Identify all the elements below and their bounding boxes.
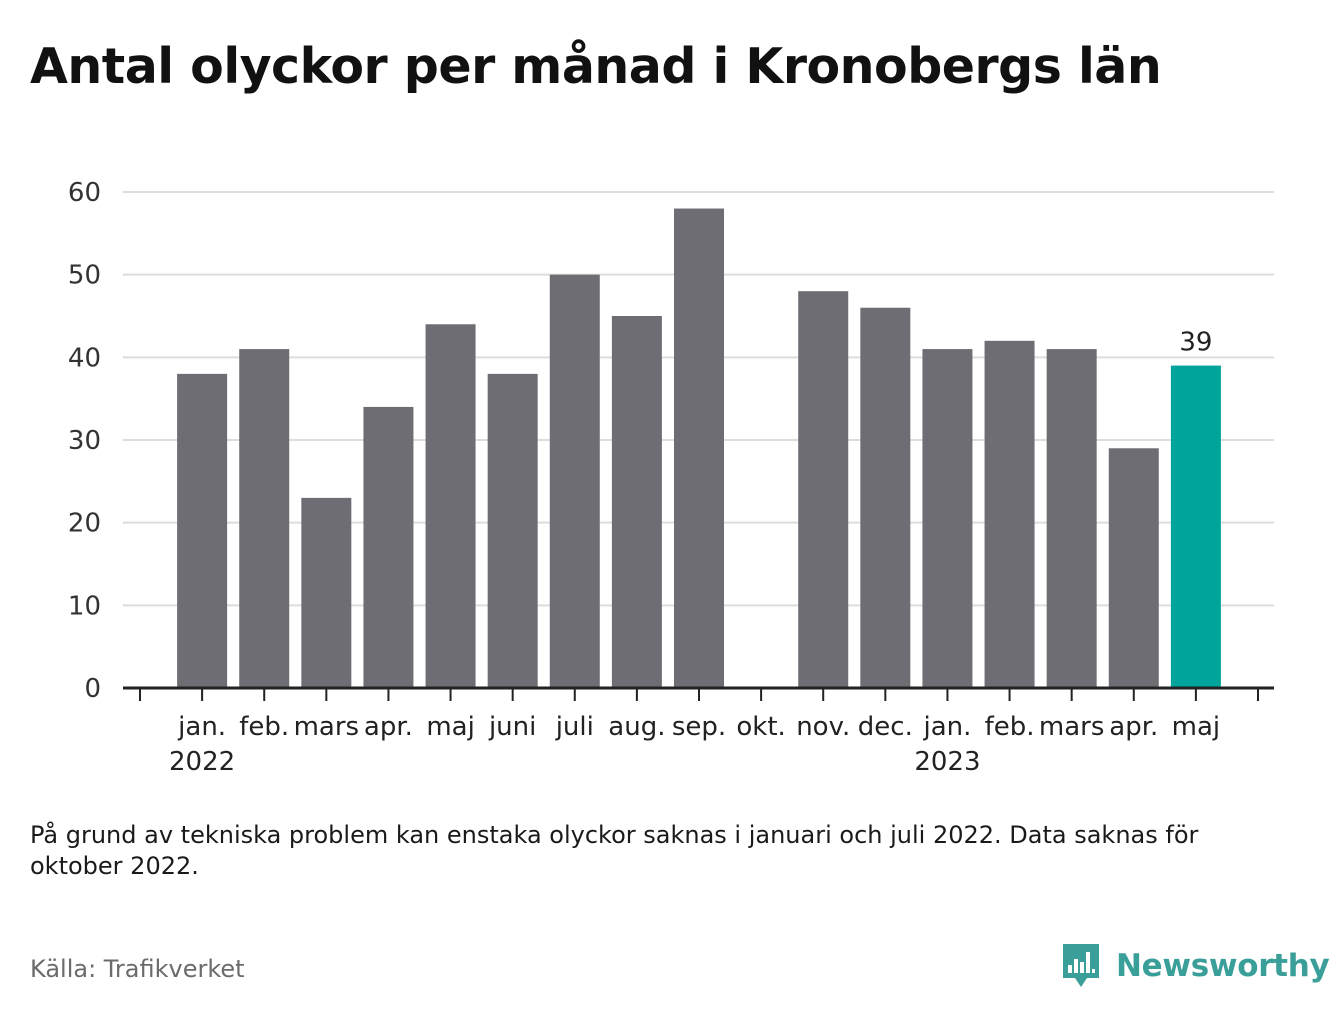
x-tick-label: nov. [796,712,850,742]
bar [549,274,600,688]
y-tick-label: 60 [68,178,101,208]
y-tick-label: 20 [68,509,101,539]
x-tick-label: jan. [177,712,226,742]
source-text: Källa: Trafikverket [30,955,245,983]
newsworthy-logo-icon [1063,944,1099,987]
x-tick-label: juli [555,712,594,742]
bar [674,208,724,689]
x-tick-label: aug. [608,712,665,742]
bar [860,307,911,688]
x-axis [123,686,1274,701]
brand[interactable]: Newsworthy [1060,940,1330,992]
x-axis-labels: jan. feb. mars apr. maj juni juli aug. sep. okt. n… [169,712,1220,777]
bar [301,497,352,688]
bar-value-label: 39 [1179,328,1212,358]
bar [177,373,228,688]
y-tick-label: 50 [68,261,101,291]
x-tick-label: mars [1039,712,1105,742]
x-tick-label: maj [426,712,474,742]
bar [1046,349,1097,688]
bar-highlight [1170,365,1221,688]
y-tick-label: 10 [68,591,101,621]
y-axis-ticks: 0 10 20 30 40 50 60 [68,178,101,704]
x-year-label: 2023 [914,747,980,777]
bar [363,406,414,688]
x-tick-label: maj [1172,712,1220,742]
x-tick-label: sep. [672,712,726,742]
x-tick-label: feb. [985,712,1035,742]
y-tick-label: 40 [68,343,101,373]
x-year-label: 2022 [169,747,235,777]
y-tick-label: 0 [84,674,101,704]
x-tick-label: okt. [736,712,785,742]
bar [239,349,290,688]
bar [487,373,538,688]
chart-title: Antal olyckor per månad i Kronobergs län [30,38,1162,95]
bar [425,324,476,688]
x-tick-label: mars [294,712,360,742]
bar [611,316,662,688]
y-tick-label: 30 [68,426,101,456]
x-tick-label: feb. [239,712,289,742]
bars [177,208,1221,689]
bar [922,349,973,688]
brand-name: Newsworthy [1116,948,1330,984]
x-tick-label: apr. [1109,712,1158,742]
bar [798,291,849,688]
bar [1108,448,1159,688]
footnote: På grund av tekniska problem kan enstaka… [30,821,1199,880]
x-tick-label: dec. [858,712,913,742]
data-labels: 39 [1179,328,1212,358]
x-tick-label: juni [488,712,536,742]
x-tick-label: apr. [364,712,413,742]
x-tick-label: jan. [922,712,971,742]
bar [984,340,1035,688]
